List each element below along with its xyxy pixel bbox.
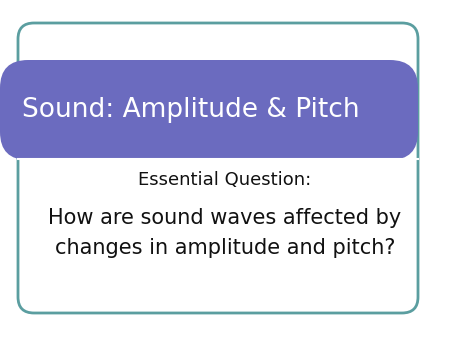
Text: How are sound waves affected by
changes in amplitude and pitch?: How are sound waves affected by changes … [49,208,401,258]
FancyBboxPatch shape [0,60,418,160]
FancyBboxPatch shape [18,23,418,313]
Text: Essential Question:: Essential Question: [139,171,311,189]
Text: Sound: Amplitude & Pitch: Sound: Amplitude & Pitch [22,97,360,123]
